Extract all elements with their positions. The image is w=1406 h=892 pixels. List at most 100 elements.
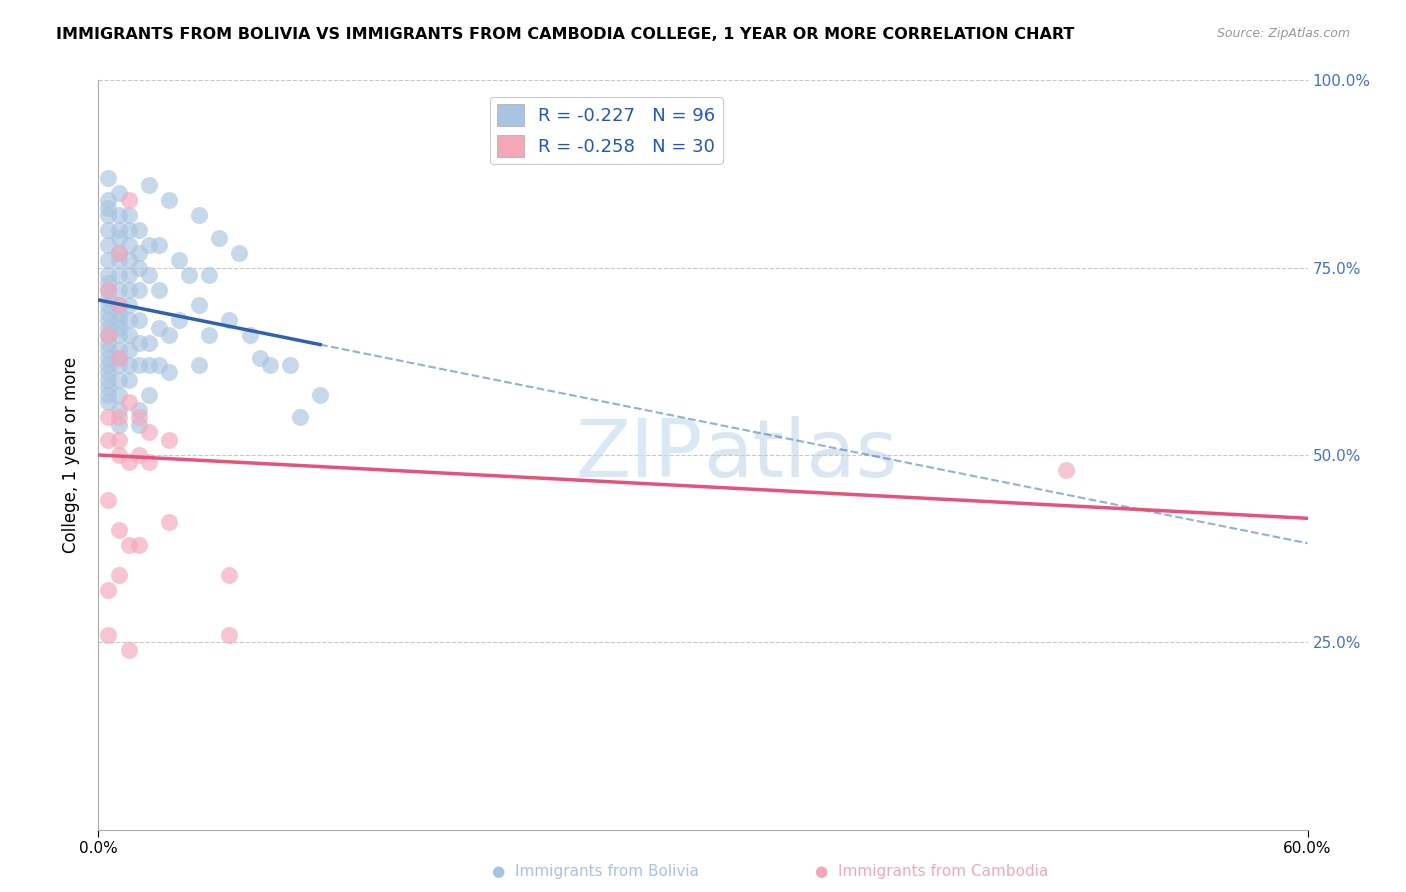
Text: ●  Immigrants from Cambodia: ● Immigrants from Cambodia bbox=[815, 863, 1049, 879]
Point bbox=[128, 260, 150, 275]
Point bbox=[97, 253, 120, 268]
Point bbox=[128, 358, 150, 372]
Point bbox=[259, 358, 281, 372]
Point bbox=[118, 313, 141, 327]
Point bbox=[107, 305, 129, 319]
Point bbox=[138, 425, 160, 440]
Point bbox=[97, 582, 120, 597]
Point bbox=[118, 208, 141, 222]
Point bbox=[118, 358, 141, 372]
Point bbox=[128, 410, 150, 425]
Text: ●  Immigrants from Bolivia: ● Immigrants from Bolivia bbox=[492, 863, 699, 879]
Point bbox=[107, 320, 129, 334]
Point bbox=[107, 351, 129, 365]
Point bbox=[97, 628, 120, 642]
Point bbox=[97, 193, 120, 207]
Point bbox=[107, 313, 129, 327]
Point bbox=[107, 268, 129, 282]
Point bbox=[118, 283, 141, 297]
Point bbox=[148, 238, 170, 252]
Point bbox=[118, 238, 141, 252]
Point bbox=[97, 328, 120, 343]
Point bbox=[97, 305, 120, 319]
Text: Source: ZipAtlas.com: Source: ZipAtlas.com bbox=[1216, 27, 1350, 40]
Point bbox=[278, 358, 301, 372]
Point bbox=[188, 298, 211, 312]
Point bbox=[118, 538, 141, 552]
Point bbox=[128, 538, 150, 552]
Point bbox=[167, 253, 190, 268]
Point bbox=[128, 223, 150, 237]
Point bbox=[97, 410, 120, 425]
Point bbox=[239, 328, 262, 343]
Point bbox=[128, 313, 150, 327]
Point bbox=[128, 417, 150, 432]
Y-axis label: College, 1 year or more: College, 1 year or more bbox=[62, 357, 80, 553]
Point bbox=[118, 373, 141, 387]
Point bbox=[107, 403, 129, 417]
Point bbox=[97, 351, 120, 365]
Point bbox=[107, 410, 129, 425]
Point bbox=[138, 335, 160, 350]
Point bbox=[218, 628, 240, 642]
Point bbox=[107, 208, 129, 222]
Point bbox=[118, 253, 141, 268]
Point bbox=[157, 366, 180, 380]
Point bbox=[97, 366, 120, 380]
Point bbox=[97, 335, 120, 350]
Point bbox=[97, 238, 120, 252]
Point bbox=[198, 328, 221, 343]
Point bbox=[107, 283, 129, 297]
Point bbox=[107, 448, 129, 462]
Point bbox=[128, 283, 150, 297]
Point bbox=[148, 320, 170, 334]
Point bbox=[107, 245, 129, 260]
Point bbox=[288, 410, 311, 425]
Point bbox=[128, 335, 150, 350]
Point bbox=[107, 433, 129, 447]
Point bbox=[97, 395, 120, 409]
Point bbox=[97, 201, 120, 215]
Point bbox=[188, 208, 211, 222]
Point bbox=[97, 291, 120, 305]
Point bbox=[138, 268, 160, 282]
Point bbox=[107, 328, 129, 343]
Point bbox=[118, 328, 141, 343]
Point bbox=[218, 313, 240, 327]
Point bbox=[97, 283, 120, 297]
Point bbox=[107, 298, 129, 312]
Point bbox=[97, 492, 120, 507]
Point bbox=[97, 276, 120, 290]
Point bbox=[128, 403, 150, 417]
Point bbox=[118, 193, 141, 207]
Point bbox=[228, 245, 250, 260]
Point bbox=[138, 178, 160, 193]
Point bbox=[107, 373, 129, 387]
Point bbox=[107, 567, 129, 582]
Point bbox=[198, 268, 221, 282]
Point bbox=[309, 388, 332, 402]
Point bbox=[97, 343, 120, 357]
Point bbox=[118, 343, 141, 357]
Point bbox=[138, 388, 160, 402]
Point bbox=[107, 186, 129, 200]
Point bbox=[128, 245, 150, 260]
Point bbox=[97, 298, 120, 312]
Point bbox=[157, 433, 180, 447]
Point bbox=[107, 417, 129, 432]
Point bbox=[97, 320, 120, 334]
Text: ZIP: ZIP bbox=[575, 416, 703, 494]
Point bbox=[118, 455, 141, 469]
Point bbox=[249, 351, 271, 365]
Text: IMMIGRANTS FROM BOLIVIA VS IMMIGRANTS FROM CAMBODIA COLLEGE, 1 YEAR OR MORE CORR: IMMIGRANTS FROM BOLIVIA VS IMMIGRANTS FR… bbox=[56, 27, 1074, 42]
Point bbox=[208, 230, 231, 244]
Point bbox=[97, 388, 120, 402]
Point bbox=[107, 351, 129, 365]
Point bbox=[1054, 463, 1077, 477]
Point bbox=[128, 448, 150, 462]
Point bbox=[148, 283, 170, 297]
Point bbox=[107, 388, 129, 402]
Point bbox=[157, 328, 180, 343]
Point bbox=[107, 343, 129, 357]
Point bbox=[97, 313, 120, 327]
